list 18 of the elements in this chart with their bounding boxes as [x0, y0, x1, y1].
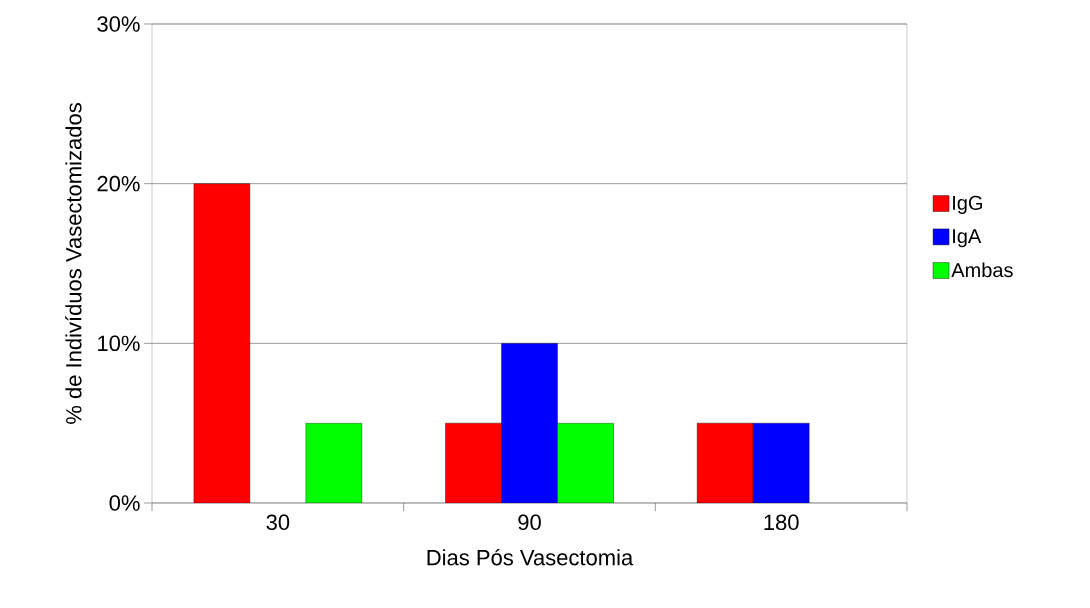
bar — [752, 422, 810, 503]
legend-label: Ambas — [951, 262, 1013, 278]
y-tick-label: 30% — [97, 16, 140, 32]
x-tick-label: 180 — [764, 514, 799, 531]
bar — [445, 422, 502, 503]
y-tick-label: 20% — [97, 175, 140, 192]
legend-label: IgA — [953, 229, 982, 248]
bar — [305, 422, 363, 503]
bar — [501, 343, 558, 503]
legend-label: IgG — [953, 195, 982, 214]
y-tick-label: 10% — [98, 335, 140, 352]
bar — [193, 183, 251, 503]
x-axis-title: Dias Pós Vasectomia — [427, 548, 634, 566]
bar — [696, 422, 754, 503]
y-tick-label: 0% — [109, 495, 140, 511]
x-tick-label: 30 — [266, 514, 290, 531]
y-axis-title: % de Indivíduos Vasectomizados — [65, 103, 82, 424]
x-tick-label: 90 — [518, 514, 541, 531]
